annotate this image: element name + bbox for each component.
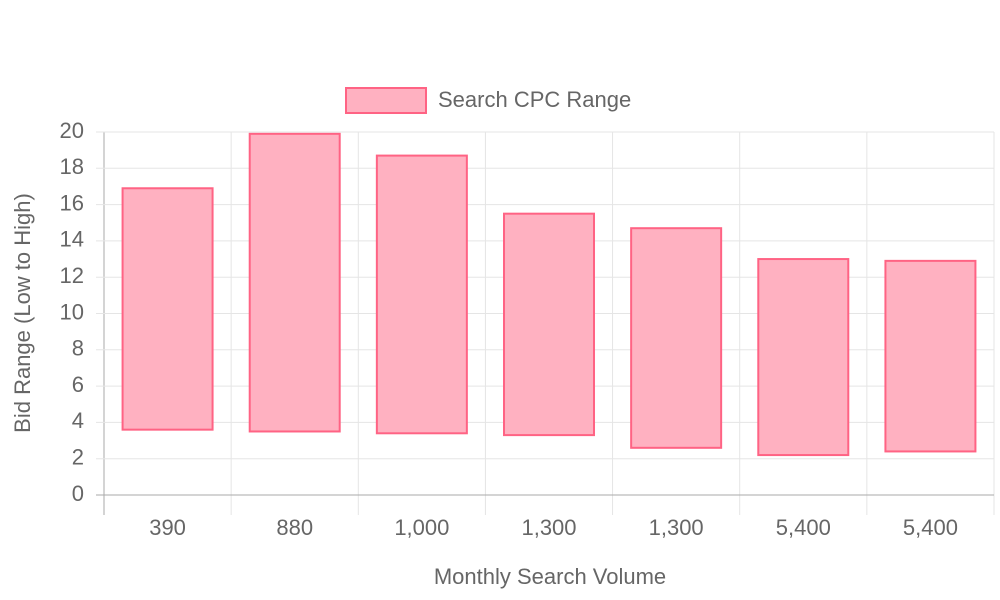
y-tick-label: 14 [60, 227, 84, 252]
y-tick-label: 2 [72, 445, 84, 470]
y-tick-label: 18 [60, 154, 84, 179]
y-axis-title: Bid Range (Low to High) [10, 193, 35, 433]
x-tick-label: 5,400 [903, 515, 958, 540]
y-tick-label: 20 [60, 118, 84, 143]
x-tick-label: 390 [149, 515, 186, 540]
x-tick-label: 880 [276, 515, 313, 540]
x-tick-label: 1,000 [394, 515, 449, 540]
x-tick-label: 5,400 [776, 515, 831, 540]
y-tick-label: 10 [60, 299, 84, 324]
bar [757, 258, 850, 457]
bar [630, 227, 723, 449]
y-tick-label: 16 [60, 190, 84, 215]
x-tick-label: 1,300 [649, 515, 704, 540]
bar [248, 132, 341, 433]
bar [503, 212, 595, 437]
y-tick-label: 0 [72, 481, 84, 506]
y-tick-label: 6 [72, 372, 84, 397]
bar [121, 187, 214, 431]
bar [375, 154, 468, 435]
legend-label: Search CPC Range [438, 87, 631, 112]
y-tick-label: 4 [72, 408, 84, 433]
x-tick-label: 1,300 [521, 515, 576, 540]
legend-swatch [345, 87, 427, 114]
bar [884, 259, 977, 453]
y-tick-label: 8 [72, 336, 84, 361]
x-axis-title: Monthly Search Volume [434, 564, 666, 589]
y-tick-label: 12 [60, 263, 84, 288]
